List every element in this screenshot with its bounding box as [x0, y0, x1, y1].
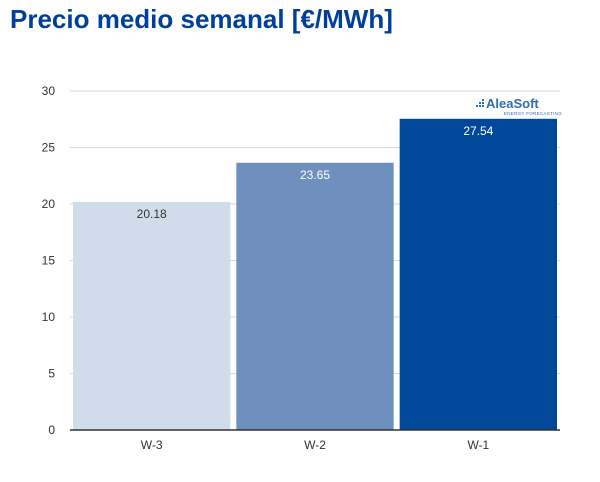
- y-axis-labels: 0 5 10 15 20 25 30: [42, 84, 56, 437]
- y-tick-label: 0: [48, 423, 55, 437]
- bars: [73, 118, 557, 430]
- x-tick-label: W-1: [467, 438, 489, 452]
- aleasoft-logo: AleaSoft ENERGY FORECASTING: [476, 96, 562, 116]
- chart-title: Precio medio semanal [€/MWh]: [10, 4, 393, 34]
- y-tick-label: 10: [42, 310, 56, 324]
- x-tick-label: W-2: [304, 438, 326, 452]
- bar-w-2: [236, 162, 394, 430]
- y-tick-label: 30: [42, 84, 56, 98]
- data-label: 23.65: [300, 168, 330, 182]
- x-axis-labels: W-3 W-2 W-1: [141, 438, 490, 452]
- data-label: 20.18: [137, 207, 167, 221]
- data-label: 27.54: [463, 124, 493, 138]
- logo-name: AleaSoft: [486, 96, 539, 111]
- logo-dots-icon: [476, 99, 484, 107]
- y-tick-label: 20: [42, 197, 56, 211]
- y-tick-label: 25: [42, 141, 56, 155]
- logo-tagline: ENERGY FORECASTING: [504, 111, 562, 116]
- y-tick-label: 5: [48, 367, 55, 381]
- bar-w-3: [73, 201, 231, 430]
- bar-w-1: [399, 118, 557, 430]
- y-tick-label: 15: [42, 254, 56, 268]
- x-tick-label: W-3: [141, 438, 163, 452]
- data-labels: 20.18 23.65 27.54: [137, 124, 494, 221]
